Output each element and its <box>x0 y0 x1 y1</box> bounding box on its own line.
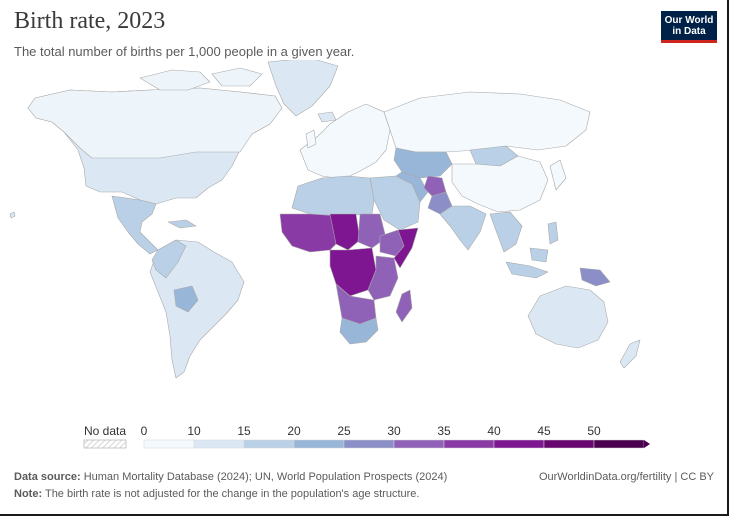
legend-tick-20: 20 <box>287 424 301 438</box>
region-china[interactable] <box>451 155 549 213</box>
legend-tick-40: 40 <box>487 424 501 438</box>
region-east-africa[interactable] <box>367 255 399 301</box>
region-iran[interactable] <box>395 171 429 203</box>
region-philippines[interactable] <box>547 221 559 245</box>
world-map <box>9 60 641 379</box>
region-new-zealand[interactable] <box>619 339 641 369</box>
footer: Data source: Human Mortality Database (2… <box>14 469 714 503</box>
region-europe[interactable] <box>299 103 391 179</box>
region-central-america[interactable] <box>111 195 159 255</box>
legend-no-data-label: No data <box>84 424 126 438</box>
region-bolivia[interactable] <box>173 285 199 313</box>
legend-tick-15: 15 <box>237 424 251 438</box>
region-hawaii[interactable] <box>9 211 16 219</box>
legend-bin-0[interactable] <box>143 439 195 449</box>
license-text[interactable]: CC BY <box>680 471 714 483</box>
legend-arrow <box>644 440 650 448</box>
region-indonesia[interactable] <box>505 247 549 279</box>
legend-tick-25: 25 <box>337 424 351 438</box>
legend-bin-1[interactable] <box>193 439 245 449</box>
chart-title: Birth rate, 2023 <box>14 8 166 34</box>
legend-no-data-swatch <box>83 439 127 449</box>
region-greenland[interactable] <box>267 60 339 117</box>
region-arctic-islands[interactable] <box>139 67 263 91</box>
fertility-link[interactable]: OurWorldinData.org/fertility <box>538 471 672 483</box>
region-madagascar[interactable] <box>395 289 413 323</box>
legend-tick-0: 0 <box>141 424 148 438</box>
region-australia[interactable] <box>527 285 609 349</box>
legend-tick-35: 35 <box>437 424 451 438</box>
legend-bin-3[interactable] <box>293 439 345 449</box>
source-text: Human Mortality Database (2024); UN, Wor… <box>83 471 448 483</box>
footer-note: Note: The birth rate is not adjusted for… <box>14 486 714 503</box>
region-caribbean[interactable] <box>167 219 197 229</box>
region-andes-north[interactable] <box>151 239 187 279</box>
legend-bin-8[interactable] <box>543 439 595 449</box>
legend-bin-6[interactable] <box>443 439 495 449</box>
footer-credit: OurWorldinData.org/fertility | CC BY <box>539 469 714 486</box>
logo-line-1: Our World <box>664 15 714 26</box>
region-india[interactable] <box>439 205 487 251</box>
region-central-asia[interactable] <box>393 147 453 179</box>
legend-bin-9[interactable] <box>593 439 645 449</box>
legend-tick-50: 50 <box>587 424 601 438</box>
legend-tick-30: 30 <box>387 424 401 438</box>
region-somalia[interactable] <box>393 227 419 269</box>
region-iceland[interactable] <box>317 111 337 123</box>
region-papua-new-guinea[interactable] <box>579 267 611 287</box>
region-uk[interactable] <box>305 129 317 149</box>
region-north-africa[interactable] <box>291 175 375 217</box>
legend-tick-45: 45 <box>537 424 551 438</box>
legend-bin-5[interactable] <box>393 439 445 449</box>
region-sudan[interactable] <box>357 213 387 249</box>
legend-tick-10: 10 <box>187 424 201 438</box>
region-niger-chad[interactable] <box>329 213 361 251</box>
region-southern-africa[interactable] <box>339 317 379 345</box>
legend-bin-4[interactable] <box>343 439 395 449</box>
source-label: Data source: <box>14 471 81 483</box>
logo-line-2: in Data <box>672 26 706 37</box>
owid-logo[interactable]: Our World in Data <box>661 11 717 43</box>
note-text: The birth rate is not adjusted for the c… <box>44 488 420 500</box>
credit-separator: | <box>674 471 681 483</box>
region-south-america[interactable] <box>149 239 245 379</box>
legend: No data 0 10 15 20 25 30 35 40 45 50 <box>83 424 650 449</box>
region-korea-japan[interactable] <box>549 159 567 191</box>
note-label: Note: <box>14 488 43 500</box>
region-russia[interactable] <box>383 91 591 153</box>
region-southeast-asia[interactable] <box>489 211 523 253</box>
footer-source: Data source: Human Mortality Database (2… <box>14 469 714 486</box>
legend-bin-2[interactable] <box>243 439 295 449</box>
region-canada[interactable] <box>27 87 283 159</box>
chart-subtitle: The total number of births per 1,000 peo… <box>14 44 355 59</box>
legend-bin-7[interactable] <box>493 439 545 449</box>
